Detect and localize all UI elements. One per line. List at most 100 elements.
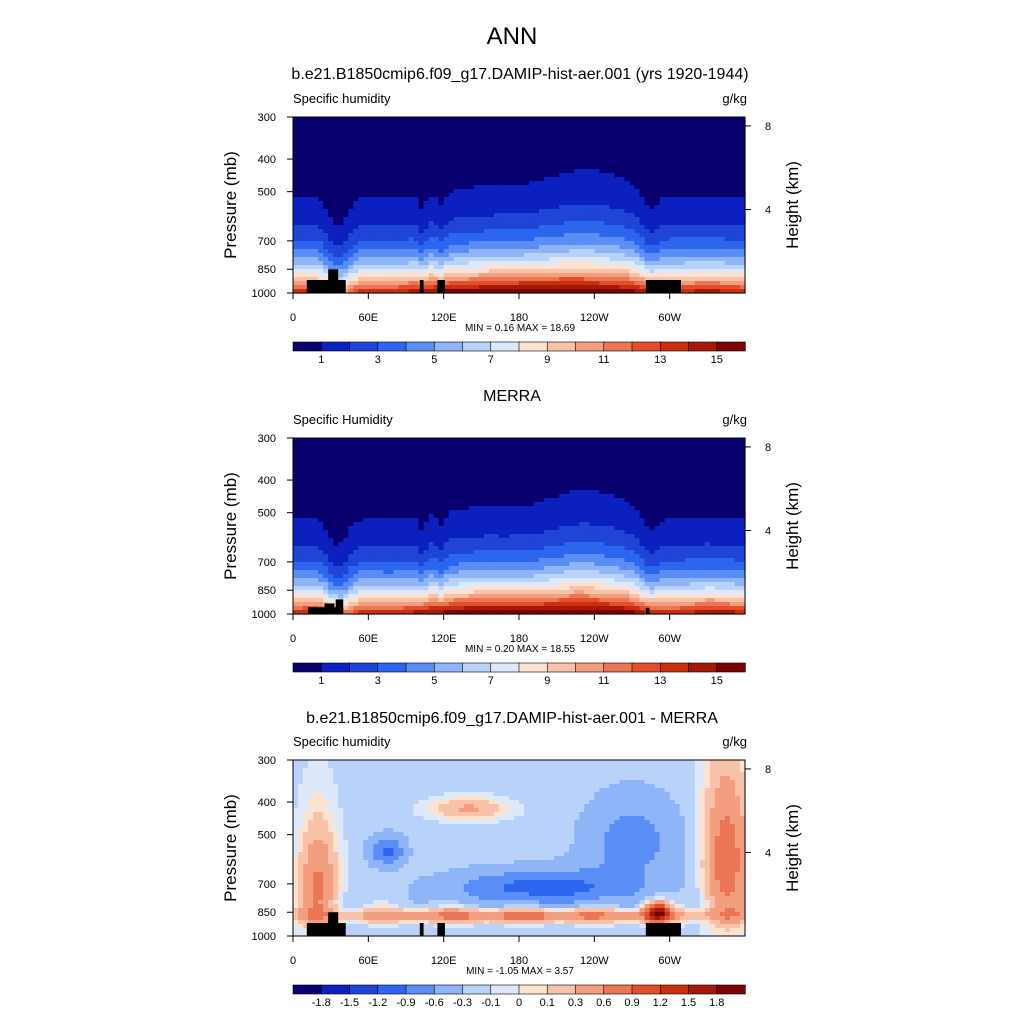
heatmap-cell (634, 201, 641, 206)
heatmap-cell (478, 253, 485, 258)
heatmap-cell (343, 261, 349, 266)
heatmap-cell (378, 141, 384, 146)
heatmap-cell (323, 201, 329, 206)
heatmap-cell (519, 225, 525, 230)
heatmap-cell (328, 225, 334, 230)
heatmap-cell (313, 482, 319, 487)
heatmap-cell (554, 137, 560, 142)
heatmap-cell (473, 245, 480, 250)
heatmap-cell (539, 213, 545, 218)
heatmap-cell (584, 225, 590, 230)
heatmap-cell (458, 133, 465, 138)
heatmap-cell (579, 277, 585, 282)
heatmap-cell (574, 193, 580, 198)
heatmap-cell (333, 530, 339, 535)
heatmap-cell (323, 221, 329, 226)
heatmap-cell (463, 273, 470, 278)
heatmap-cell (699, 185, 706, 190)
heatmap-cell (519, 161, 525, 166)
heatmap-cell (308, 277, 314, 282)
heatmap-cell (709, 253, 716, 258)
heatmap-cell (719, 145, 726, 150)
heatmap-cell (323, 470, 329, 475)
heatmap-cell (719, 229, 726, 234)
heatmap-cell (373, 530, 379, 535)
heatmap-cell (519, 241, 525, 246)
heatmap-cell (594, 233, 600, 238)
heatmap-cell (378, 450, 384, 455)
heatmap-cell (418, 169, 425, 174)
heatmap-cell (308, 237, 314, 242)
heatmap-cell (363, 594, 369, 599)
heatmap-cell (498, 169, 505, 174)
heatmap-cell (679, 277, 686, 282)
heatmap-cell (714, 269, 721, 274)
heatmap-cell (699, 161, 706, 166)
heatmap-cell (303, 273, 309, 278)
heatmap-cell (554, 277, 560, 282)
heatmap-cell (318, 438, 324, 443)
heatmap-cell (674, 121, 681, 126)
heatmap-cell (378, 590, 384, 595)
heatmap-cell (328, 514, 334, 519)
heatmap-cell (423, 237, 430, 242)
heatmap-cell (458, 161, 465, 166)
heatmap-cell (513, 197, 520, 202)
heatmap-cell (544, 245, 550, 250)
heatmap-cell (448, 257, 455, 262)
heatmap-cell (298, 454, 304, 459)
heatmap-cell (674, 169, 681, 174)
heatmap-cell (473, 257, 480, 262)
heatmap-cell (303, 173, 309, 178)
heatmap-cell (549, 233, 555, 238)
heatmap-cell (594, 117, 600, 122)
heatmap-cell (323, 530, 329, 535)
heatmap-cell (584, 197, 590, 202)
heatmap-cell (418, 177, 425, 182)
heatmap-cell (368, 522, 374, 527)
heatmap-cell (403, 153, 410, 158)
heatmap-cell (348, 213, 354, 218)
heatmap-cell (539, 169, 545, 174)
heatmap-cell (544, 145, 550, 150)
heatmap-cell (664, 273, 671, 278)
heatmap-cell (634, 265, 641, 270)
heatmap-cell (724, 161, 731, 166)
heatmap-cell (303, 554, 309, 559)
heatmap-cell (373, 514, 379, 519)
heatmap-cell (569, 145, 575, 150)
heatmap-cell (298, 285, 304, 290)
heatmap-cell (574, 233, 580, 238)
heatmap-cell (308, 165, 314, 170)
heatmap-cell (358, 205, 364, 210)
heatmap-cell (694, 213, 701, 218)
heatmap-cell (534, 265, 540, 270)
heatmap-cell (704, 249, 711, 254)
heatmap-cell (458, 277, 465, 282)
heatmap-cell (488, 137, 495, 142)
heatmap-cell (659, 225, 666, 230)
heatmap-cell (378, 281, 384, 286)
heatmap-cell (368, 498, 374, 503)
heatmap-cell (513, 169, 520, 174)
heatmap-cell (358, 510, 364, 515)
heatmap-cell (418, 225, 425, 230)
heatmap-cell (403, 289, 410, 294)
heatmap-cell (293, 289, 299, 294)
heatmap-cell (574, 249, 580, 254)
heatmap-cell (303, 446, 309, 451)
heatmap-cell (513, 153, 520, 158)
heatmap-cell (448, 277, 455, 282)
heatmap-cell (473, 161, 480, 166)
heatmap-cell (478, 261, 485, 266)
heatmap-cell (448, 185, 455, 190)
heatmap-cell (388, 446, 395, 451)
heatmap-cell (654, 205, 661, 210)
heatmap-cell (589, 201, 595, 206)
heatmap-cell (298, 157, 304, 162)
heatmap-cell (378, 474, 384, 479)
heatmap-cell (433, 229, 440, 234)
heatmap-cell (303, 462, 309, 467)
heatmap-cell (348, 534, 354, 539)
heatmap-cell (448, 153, 455, 158)
